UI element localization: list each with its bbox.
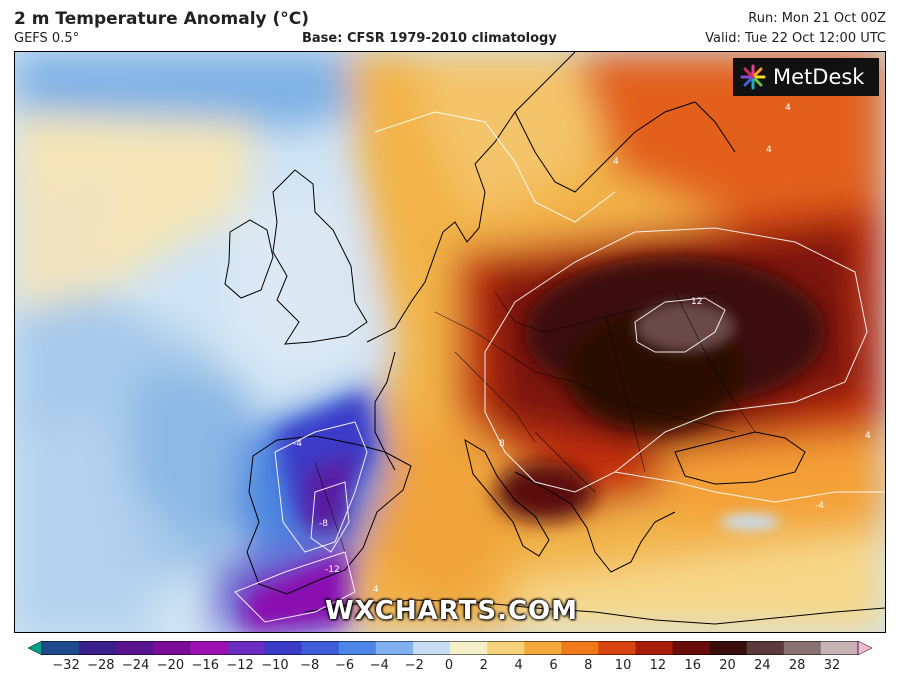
anomaly-field — [15, 52, 885, 632]
anomaly-contours — [234, 111, 885, 623]
colorbar-cell — [264, 641, 303, 655]
contour-label: 4 — [865, 431, 871, 441]
colorbar-tick-label: 28 — [788, 658, 806, 673]
colorbar-tick-label: 6 — [549, 658, 558, 673]
colorbar-tick-label: −4 — [369, 658, 389, 673]
colorbar-tick-label: 12 — [649, 658, 667, 673]
colorbar-tick-label: 24 — [754, 658, 771, 673]
colorbar-cell — [820, 641, 859, 655]
black-sea-coast — [674, 431, 806, 485]
colorbar-cell — [672, 641, 711, 655]
europe-west-coast — [366, 52, 576, 343]
colorbar-cell — [487, 641, 525, 655]
colorbar-cell — [412, 641, 451, 655]
france-atlantic-coast — [374, 351, 396, 471]
contour-label: 4 — [613, 157, 619, 167]
italy-coast — [464, 438, 550, 557]
colorbar-cell — [301, 641, 340, 655]
colorbar-tick-label: 32 — [823, 658, 841, 673]
colorbar-cell — [190, 641, 228, 655]
wxcharts-watermark: WXCHARTS.COM — [325, 596, 579, 626]
north-africa-coast — [304, 599, 885, 625]
map-title: 2 m Temperature Anomaly (°C) — [14, 9, 310, 29]
colorbar-tick-label: 2 — [479, 658, 488, 673]
colorbar-ticks: −32 −28 −24 −20 −16 −12 −10 −8 −6 −4 −2 0 2 4 6 8 10 12 16… — [0, 658, 900, 678]
temperature-anomaly-map: 12 8 4 4 4 4 4 -4 -8 -12 -4 — [14, 51, 886, 633]
balkan-coast — [514, 471, 676, 573]
colorbar-tick-label: −32 — [52, 658, 80, 673]
colorbar-max-arrow — [857, 641, 872, 655]
colorbar-tick-label: −20 — [156, 658, 185, 673]
colorbar-cell — [338, 641, 377, 655]
colorbar-cell — [227, 641, 266, 655]
colorbar-cell — [561, 641, 599, 655]
colorbar-cell — [524, 641, 562, 655]
colorbar-tick-label: 20 — [719, 658, 736, 673]
colorbar-tick-label: −16 — [191, 658, 219, 673]
colorbar-tick-label: −10 — [261, 658, 289, 673]
metdesk-logo-text: MetDesk — [773, 65, 865, 89]
colorbar-tick-label: 16 — [684, 658, 701, 673]
colorbar-tick-label: 10 — [614, 658, 632, 673]
run-label: Run: Mon 21 Oct 00Z — [748, 11, 886, 26]
metdesk-starburst-icon — [740, 64, 766, 90]
colorbar-tick-label: −8 — [300, 658, 320, 673]
contour-label-group: 12 8 4 4 4 4 4 -4 -8 -12 -4 — [293, 103, 871, 595]
metdesk-logo: MetDesk — [733, 58, 879, 96]
base-climatology-label: Base: CFSR 1979-2010 climatology — [302, 31, 557, 46]
model-label: GEFS 0.5° — [14, 31, 80, 46]
colorbar-min-arrow — [28, 641, 43, 655]
colorbar-cell — [635, 641, 674, 655]
colorbar — [28, 641, 872, 655]
contour-label: -4 — [815, 501, 824, 511]
colorbar-tick-label: 8 — [584, 658, 593, 673]
colorbar-cell — [746, 641, 785, 655]
contour-label: -8 — [319, 519, 328, 529]
contour-label: 4 — [785, 103, 791, 113]
contour-label: -4 — [293, 439, 302, 449]
colorbar-tick-label: −12 — [226, 658, 254, 673]
contour-label: -12 — [325, 565, 340, 575]
coastlines — [224, 52, 885, 625]
colorbar-cell — [783, 641, 822, 655]
valid-time-label: Valid: Tue 22 Oct 12:00 UTC — [705, 31, 886, 46]
colorbar-tick-label: −2 — [404, 658, 424, 673]
colorbar-cell — [116, 641, 154, 655]
colorbar-cell — [709, 641, 748, 655]
iberia-coast — [246, 435, 412, 595]
colorbar-tick-label: −24 — [121, 658, 150, 673]
map-canvas: 12 8 4 4 4 4 4 -4 -8 -12 -4 — [15, 52, 885, 632]
colorbar-tick-label: 4 — [514, 658, 523, 673]
ireland-coast — [224, 219, 274, 299]
colorbar-cell — [42, 641, 80, 655]
colorbar-cell — [79, 641, 117, 655]
colorbar-cell — [598, 641, 636, 655]
contour-label: 4 — [373, 585, 379, 595]
great-britain-coast — [272, 169, 368, 345]
colorbar-cell — [450, 641, 488, 655]
contour-label: 12 — [691, 297, 702, 307]
colorbar-tick-label: 0 — [444, 658, 454, 673]
colorbar-tick-label: −28 — [87, 658, 115, 673]
contour-label: 4 — [766, 145, 772, 155]
colorbar-cell — [153, 641, 191, 655]
contour-label: 8 — [499, 439, 505, 449]
colorbar-tick-label: −6 — [334, 658, 355, 673]
scandinavia-coast — [514, 101, 736, 193]
colorbar-cell — [375, 641, 414, 655]
